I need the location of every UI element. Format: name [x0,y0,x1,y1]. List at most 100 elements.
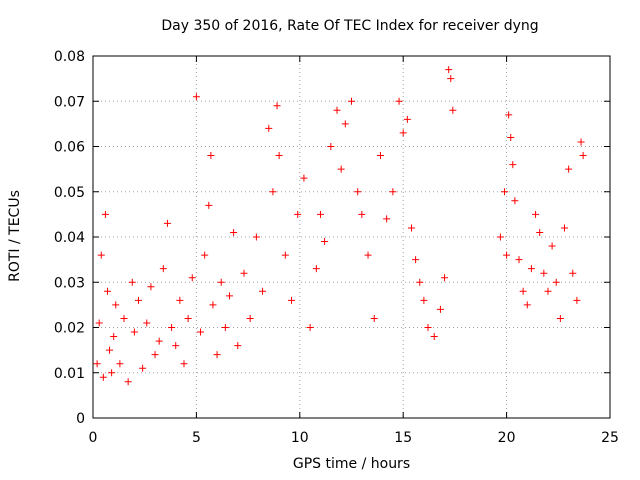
data-point [112,301,120,309]
data-point [163,219,171,227]
data-point [143,319,151,327]
data-point [376,152,384,160]
data-point [449,106,457,114]
data-point [507,133,515,141]
data-point [192,93,200,101]
data-point [501,188,509,196]
y-tick-label: 0.04 [54,230,85,246]
data-point [176,296,184,304]
data-point [108,369,116,377]
data-point [548,242,556,250]
data-point [155,337,163,345]
data-point [321,238,329,246]
data-point [354,188,362,196]
data-point [527,265,535,273]
data-point [519,287,527,295]
data-point [436,305,444,313]
data-point [577,138,585,146]
data-point [230,228,238,236]
data-point [505,111,513,119]
data-point [300,174,308,182]
data-point [327,143,335,150]
data-point [383,215,391,223]
data-point [197,328,205,336]
data-point [234,342,242,350]
data-point [188,274,196,282]
data-point [116,360,124,368]
y-tick-label: 0.01 [54,366,85,382]
y-tick-label: 0.07 [54,94,85,110]
axes [92,55,611,419]
data-point [221,324,229,331]
data-point [416,278,424,286]
data-point [207,152,215,160]
grid [93,56,610,418]
data-point [147,283,155,291]
data-point [552,278,560,286]
data-point [370,314,378,322]
data-point [515,256,523,264]
x-tick-label: 15 [394,430,412,446]
data-point [509,161,517,169]
data-point [213,351,221,359]
data-point [172,342,180,350]
data-point [333,106,341,114]
data-point [273,102,281,110]
data-point [184,314,192,322]
data-point [201,251,209,259]
data-point [412,256,420,264]
data-point [573,296,581,304]
data-point [151,351,159,359]
y-tick-label: 0.08 [54,49,85,65]
y-tick-label: 0.06 [54,140,85,156]
data-point [259,287,267,295]
data-point [252,233,260,241]
data-point [101,210,109,218]
data-point [139,364,147,372]
data-point [441,274,449,282]
data-point [95,319,103,327]
data-point [579,152,587,160]
data-point [403,115,411,123]
data-point [389,188,397,196]
data-point [159,265,167,273]
data-point [312,265,320,273]
y-tick-label: 0.03 [54,275,85,291]
data-point [565,165,573,173]
data-point [217,278,225,286]
x-tick-label: 10 [291,430,309,446]
data-point [110,333,118,341]
data-point [511,197,519,205]
data-point [130,328,138,336]
data-point [358,210,366,218]
data-point [240,269,248,277]
data-point [556,314,564,322]
data-point [407,224,415,232]
data-point [265,124,273,132]
data-point [348,97,355,105]
data-point [395,97,403,105]
data-point [536,228,544,236]
data-points [93,66,587,386]
data-point [399,129,407,137]
data-point [337,165,345,173]
data-point [544,287,552,295]
y-tick-label: 0 [76,411,85,427]
data-point [430,333,438,341]
data-point [209,301,217,309]
data-point [225,292,233,300]
plot-frame [92,55,611,419]
data-point [532,210,540,218]
x-tick-label: 5 [192,430,201,446]
chart-title: Day 350 of 2016, Rate Of TEC Index for r… [161,18,539,34]
x-axis-label: GPS time / hours [292,456,411,472]
data-point [341,120,349,128]
x-tick-label: 0 [89,430,98,446]
data-point [364,251,372,259]
x-tick-label: 20 [498,430,516,446]
data-point [97,251,105,259]
data-point [316,210,324,218]
data-point [288,296,296,304]
data-point [124,378,132,386]
